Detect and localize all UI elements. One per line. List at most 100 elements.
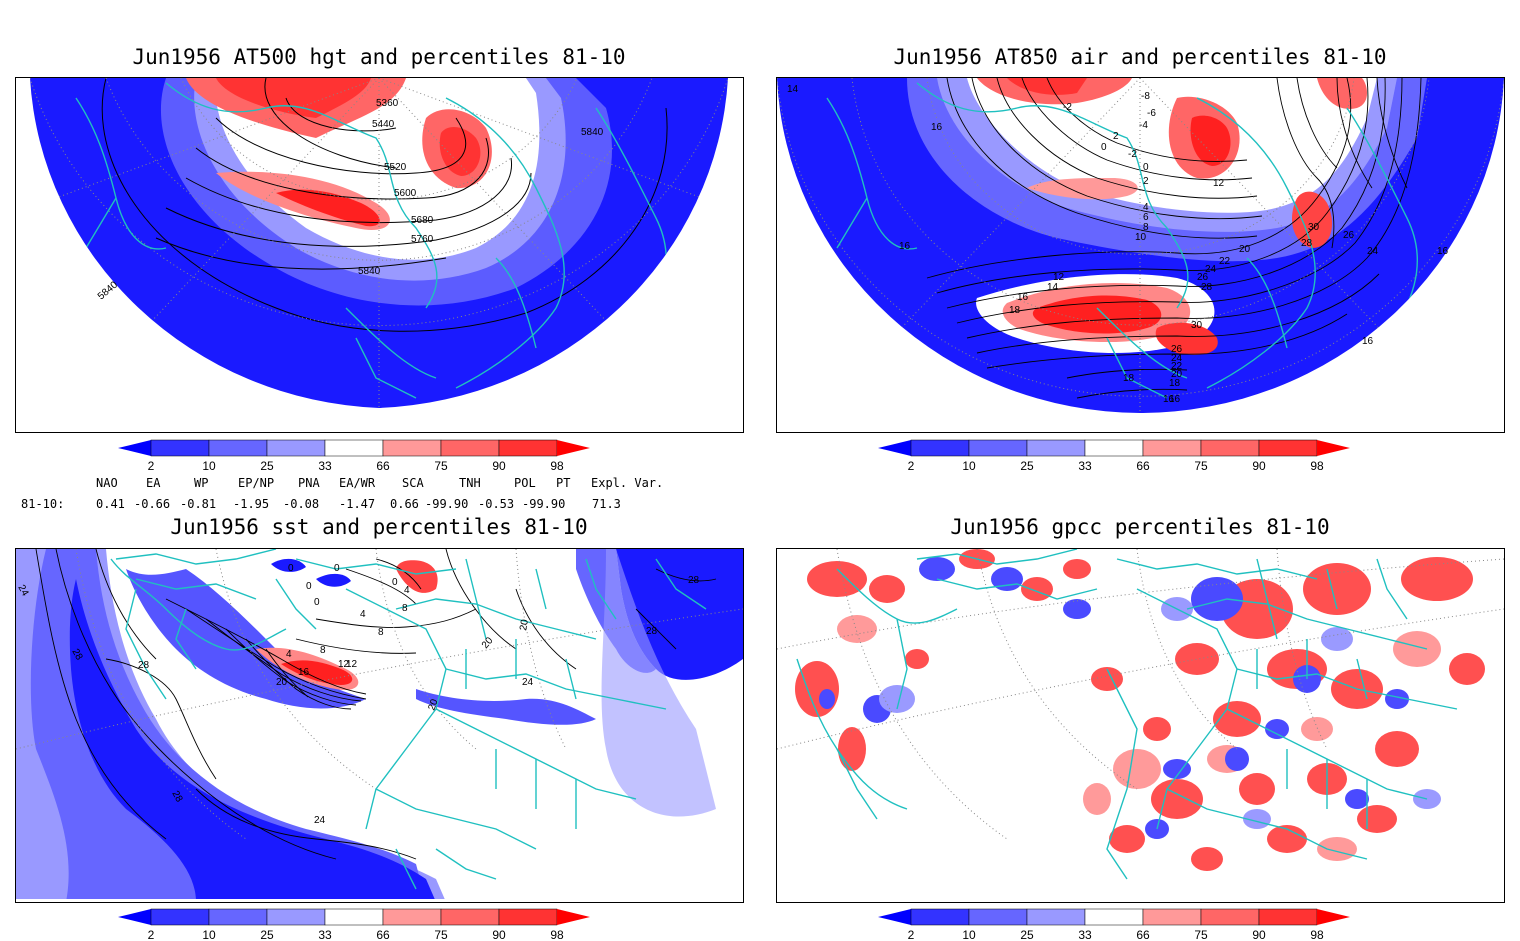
contour-label: 2 bbox=[1113, 131, 1119, 142]
colorbar-tick-label: 98 bbox=[550, 928, 564, 941]
map-panel-sst: 24 28 28 0 0 0 0 0 4 4 8 4 8 12 16 20 20… bbox=[15, 548, 744, 903]
colorbar-swatch bbox=[1084, 908, 1144, 926]
colorbar-swatch bbox=[1200, 908, 1260, 926]
colorbar-swatch bbox=[382, 439, 442, 457]
index-value-ea: -0.66 bbox=[134, 497, 171, 511]
contour-label: 6 bbox=[1143, 212, 1149, 223]
index-value-nao: 0.41 bbox=[96, 497, 125, 511]
colorbar-swatch bbox=[150, 439, 210, 457]
colorbar-svg: 2 10 25 33 66 75 90 98 bbox=[878, 439, 1350, 473]
index-value-sca: 0.66 bbox=[390, 497, 419, 511]
contour-label: 28 bbox=[169, 789, 184, 805]
contour-label: 20 bbox=[426, 697, 440, 712]
index-value-wp: -0.81 bbox=[180, 497, 217, 511]
map-panel-air850: 14 16 16 16 16 -2 0 -2 2 4 6 8 10 12 14 … bbox=[776, 77, 1505, 433]
colorbar-swatch bbox=[208, 908, 268, 926]
contour-label: 0 bbox=[314, 597, 320, 608]
colorbar-swatch bbox=[968, 439, 1028, 457]
index-header-ea: EA bbox=[146, 476, 161, 490]
panel-title-sst: Jun1956 sst and percentiles 81-10 bbox=[170, 515, 588, 539]
contour-label: 5840 bbox=[581, 127, 604, 138]
contour-label: 12 bbox=[346, 659, 358, 670]
map-air850: 14 16 16 16 16 -2 0 -2 2 4 6 8 10 12 14 … bbox=[777, 78, 1504, 413]
contour-label: 28 bbox=[138, 660, 150, 671]
contour-label: -2 bbox=[1128, 149, 1137, 160]
contour-label: 28 bbox=[688, 575, 700, 586]
contour-label: 12 bbox=[338, 659, 350, 670]
contour-label: 8 bbox=[320, 645, 326, 656]
contour-label: 30 bbox=[1308, 222, 1320, 233]
index-header-tnh: TNH bbox=[459, 476, 481, 490]
contour-label: 12 bbox=[1053, 272, 1065, 283]
contour-label: 22 bbox=[1171, 361, 1183, 372]
colorbar-tick-label: 66 bbox=[376, 928, 390, 941]
colorbar-arrow-low bbox=[878, 909, 911, 925]
contour-label: 0 bbox=[306, 581, 312, 592]
colorbar-tick-label: 25 bbox=[1020, 928, 1034, 941]
panel-title-air850: Jun1956 AT850 air and percentiles 81-10 bbox=[893, 45, 1387, 69]
colorbar-svg: 2 10 25 33 66 75 90 98 bbox=[118, 908, 590, 941]
colorbar-arrow-low bbox=[118, 909, 151, 925]
colorbar-swatch bbox=[910, 908, 970, 926]
colorbar-swatch bbox=[440, 908, 500, 926]
colorbar-swatch bbox=[498, 908, 558, 926]
contour-label: 18 bbox=[1123, 373, 1135, 384]
contour-label: 0 bbox=[1143, 162, 1149, 173]
colorbar-tick-label: 2 bbox=[148, 459, 155, 473]
colorbar-tick-label: 33 bbox=[318, 459, 332, 473]
colorbar-tick-label: 66 bbox=[1136, 928, 1150, 941]
colorbar-tick-label: 10 bbox=[962, 459, 976, 473]
contour-label: 5680 bbox=[411, 215, 434, 226]
colorbar-tick-label: 2 bbox=[908, 459, 915, 473]
contour-label: -8 bbox=[1141, 91, 1150, 102]
colorbar-swatch bbox=[498, 439, 558, 457]
contour-label: 20 bbox=[1171, 369, 1183, 380]
colorbar-tick-label: 10 bbox=[202, 928, 216, 941]
colorbar-swatch bbox=[266, 908, 326, 926]
colorbar-swatch bbox=[208, 439, 268, 457]
contour-label: 20 bbox=[276, 677, 288, 688]
index-header-pna: PNA bbox=[298, 476, 320, 490]
colorbar-tick-label: 98 bbox=[1310, 459, 1324, 473]
colorbar-arrow-high bbox=[557, 909, 590, 925]
colorbar-arrow-high bbox=[557, 440, 590, 456]
map-sst: 24 28 28 0 0 0 0 0 4 4 8 4 8 12 16 20 20… bbox=[16, 549, 743, 899]
contour-label: 16 bbox=[1017, 292, 1029, 303]
index-value-eawr: -1.47 bbox=[339, 497, 376, 511]
contour-label: 5760 bbox=[411, 234, 434, 245]
colorbar-tick-label: 10 bbox=[202, 459, 216, 473]
colorbar-tick-label: 66 bbox=[376, 459, 390, 473]
colorbar-swatch bbox=[1026, 908, 1086, 926]
contour-label: 0 bbox=[392, 577, 398, 588]
map-hgt500: 5360 5440 5520 5600 5680 5760 5840 5840 … bbox=[30, 78, 728, 408]
colorbar-tick-label: 75 bbox=[434, 928, 448, 941]
contour-label: 18 bbox=[1009, 305, 1021, 316]
index-header-sca: SCA bbox=[402, 476, 424, 490]
colorbar-tick-label: 90 bbox=[1252, 928, 1266, 941]
colorbar-tick-label: 25 bbox=[1020, 459, 1034, 473]
contour-label: 5840 bbox=[358, 266, 381, 277]
colorbar-swatch bbox=[968, 908, 1028, 926]
colorbar-arrow-low bbox=[118, 440, 151, 456]
colorbar-tick-label: 2 bbox=[908, 928, 915, 941]
map-panel-gpcc bbox=[776, 548, 1505, 903]
index-row-label: 81-10: bbox=[21, 497, 65, 511]
contour-label: 20 bbox=[1239, 244, 1251, 255]
contour-label: 16 bbox=[1437, 246, 1449, 257]
panel-title-hgt500: Jun1956 AT500 hgt and percentiles 81-10 bbox=[132, 45, 626, 69]
index-header-pol: POL bbox=[514, 476, 536, 490]
map-gpcc bbox=[777, 549, 1504, 880]
index-value-pol: -0.53 bbox=[478, 497, 515, 511]
colorbar-swatch bbox=[1200, 439, 1260, 457]
index-header-eawr: EA/WR bbox=[339, 476, 376, 490]
colorbar-gpcc: 2 10 25 33 66 75 90 98 bbox=[878, 908, 1352, 941]
contour-label: 24 bbox=[314, 815, 326, 826]
colorbar-swatch bbox=[910, 439, 970, 457]
contour-label: 24 bbox=[522, 677, 534, 688]
colorbar-svg: 2 10 25 33 66 75 90 98 bbox=[118, 439, 590, 473]
index-header-epnp: EP/NP bbox=[238, 476, 275, 490]
contour-label: 0 bbox=[1101, 142, 1107, 153]
colorbar-swatch bbox=[324, 439, 384, 457]
contour-label: 14 bbox=[787, 84, 799, 95]
contour-label: 12 bbox=[1213, 178, 1225, 189]
